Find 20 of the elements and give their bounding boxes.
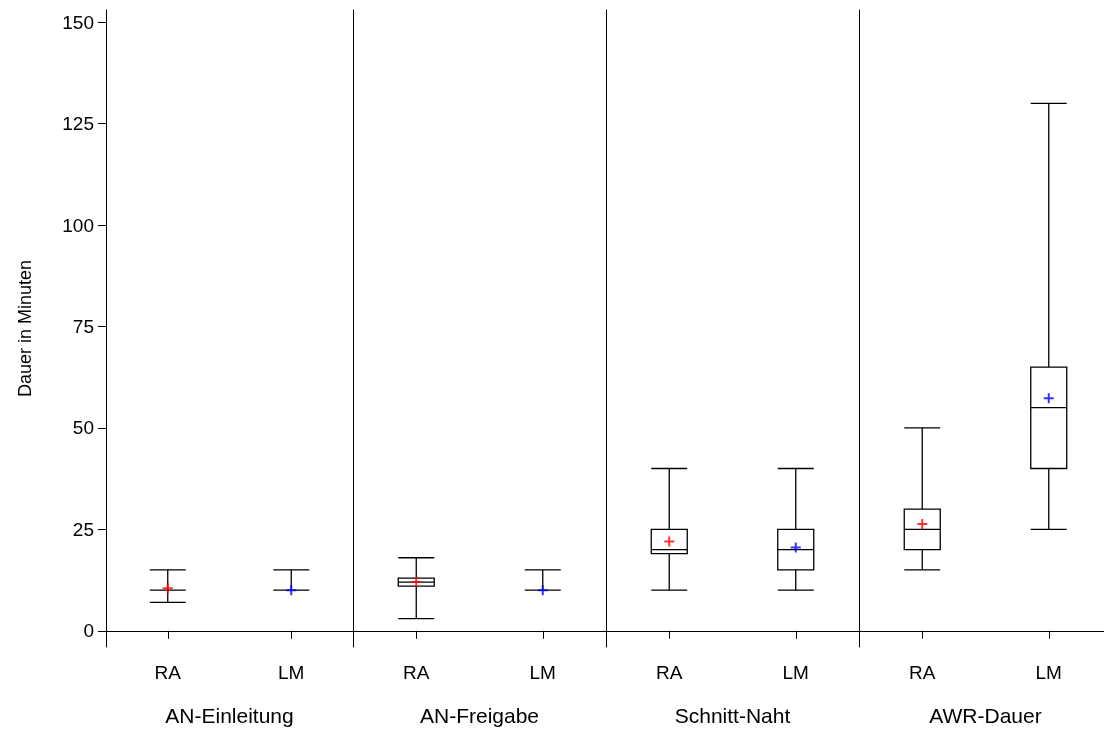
x-tick-label: LM: [529, 662, 556, 683]
x-tick-label: LM: [1035, 662, 1062, 683]
x-axis-title: Schnitt-Naht: [674, 704, 791, 727]
x-tick-label: LM: [782, 662, 809, 683]
x-tick-label: RA: [154, 662, 182, 683]
y-tick-label: 50: [72, 417, 94, 439]
y-tick-label: 25: [72, 518, 94, 540]
x-tick-label: RA: [403, 662, 430, 683]
y-tick-label: 0: [83, 620, 94, 642]
y-tick-label: 150: [62, 11, 94, 33]
x-tick-label: LM: [278, 662, 305, 683]
y-tick-label: 75: [72, 315, 94, 337]
y-axis-title: Dauer in Minuten: [15, 259, 35, 398]
x-tick-label: RA: [909, 662, 936, 683]
x-tick-label: RA: [656, 662, 683, 683]
y-tick-label: 100: [62, 214, 94, 236]
x-axis-title: AN-Einleitung: [165, 704, 294, 727]
x-axis-title: AWR-Dauer: [929, 704, 1042, 727]
y-tick-label: 125: [62, 113, 94, 135]
x-axis-title: AN-Freigabe: [419, 704, 540, 727]
